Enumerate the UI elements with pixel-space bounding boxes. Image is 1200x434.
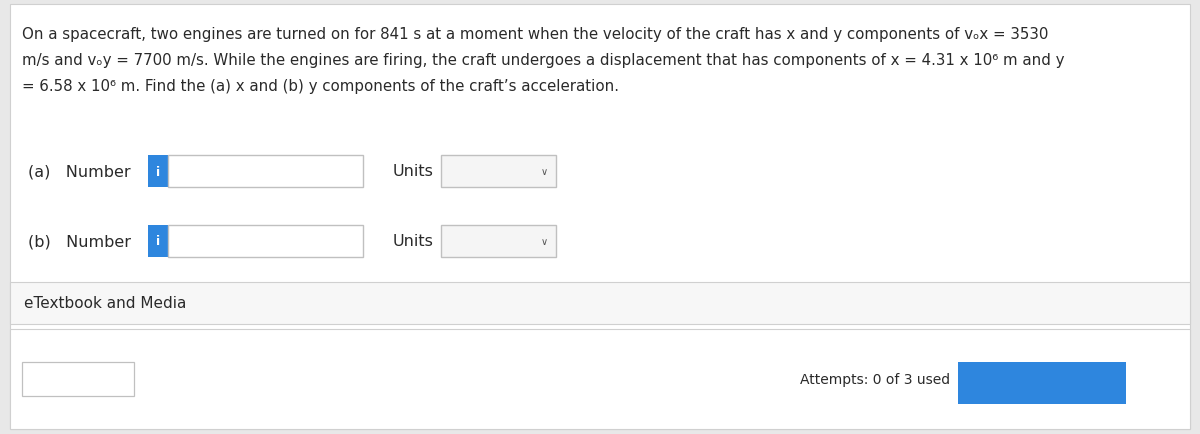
FancyBboxPatch shape bbox=[168, 226, 364, 257]
FancyBboxPatch shape bbox=[168, 156, 364, 187]
FancyBboxPatch shape bbox=[958, 362, 1126, 404]
Text: i: i bbox=[156, 165, 160, 178]
Text: eTextbook and Media: eTextbook and Media bbox=[24, 296, 186, 311]
Text: (a)   Number: (a) Number bbox=[28, 164, 131, 179]
Text: = 6.58 x 10⁶ m. Find the (a) x and (b) y components of the craft’s acceleration.: = 6.58 x 10⁶ m. Find the (a) x and (b) y… bbox=[22, 79, 619, 94]
FancyBboxPatch shape bbox=[10, 5, 1190, 429]
Text: On a spacecraft, two engines are turned on for 841 s at a moment when the veloci: On a spacecraft, two engines are turned … bbox=[22, 27, 1049, 42]
FancyBboxPatch shape bbox=[22, 362, 134, 396]
Text: ∨: ∨ bbox=[541, 167, 548, 177]
Text: (b)   Number: (b) Number bbox=[28, 234, 131, 249]
Text: Attempts: 0 of 3 used: Attempts: 0 of 3 used bbox=[800, 372, 950, 386]
Text: m/s and vₒy = 7700 m/s. While the engines are firing, the craft undergoes a disp: m/s and vₒy = 7700 m/s. While the engine… bbox=[22, 53, 1064, 68]
FancyBboxPatch shape bbox=[442, 156, 556, 187]
FancyBboxPatch shape bbox=[10, 329, 1190, 429]
FancyBboxPatch shape bbox=[148, 226, 168, 257]
Text: i: i bbox=[156, 235, 160, 248]
Text: Units: Units bbox=[394, 164, 434, 179]
Text: Submit Answer: Submit Answer bbox=[979, 376, 1105, 391]
Text: Units: Units bbox=[394, 234, 434, 249]
Text: ∨: ∨ bbox=[541, 237, 548, 247]
FancyBboxPatch shape bbox=[148, 156, 168, 187]
Text: Save for Later: Save for Later bbox=[31, 373, 125, 386]
FancyBboxPatch shape bbox=[442, 226, 556, 257]
FancyBboxPatch shape bbox=[10, 283, 1190, 324]
